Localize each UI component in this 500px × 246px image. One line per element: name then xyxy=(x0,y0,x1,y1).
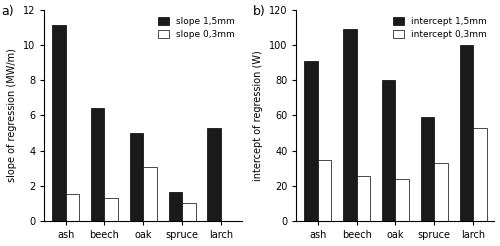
Bar xyxy=(434,163,448,221)
Bar xyxy=(52,25,66,221)
Text: a): a) xyxy=(1,5,14,18)
Bar xyxy=(382,80,396,221)
Legend: intercept 1,5mm, intercept 0,3mm: intercept 1,5mm, intercept 0,3mm xyxy=(390,14,490,41)
Bar xyxy=(343,29,356,221)
Bar xyxy=(91,108,104,221)
Bar xyxy=(104,198,118,221)
Bar xyxy=(66,194,79,221)
Y-axis label: slope of regression (MW/m): slope of regression (MW/m) xyxy=(8,48,18,183)
Bar xyxy=(208,128,221,221)
Bar xyxy=(130,133,143,221)
Bar xyxy=(304,61,318,221)
Y-axis label: intercept of regression (W): intercept of regression (W) xyxy=(254,50,264,181)
Bar xyxy=(396,179,409,221)
Bar xyxy=(144,167,157,221)
Bar xyxy=(473,128,486,221)
Legend: slope 1,5mm, slope 0,3mm: slope 1,5mm, slope 0,3mm xyxy=(156,14,238,41)
Bar xyxy=(420,117,434,221)
Bar xyxy=(356,175,370,221)
Bar xyxy=(182,203,196,221)
Bar xyxy=(168,192,182,221)
Bar xyxy=(318,160,332,221)
Text: b): b) xyxy=(253,5,266,18)
Bar xyxy=(460,45,473,221)
